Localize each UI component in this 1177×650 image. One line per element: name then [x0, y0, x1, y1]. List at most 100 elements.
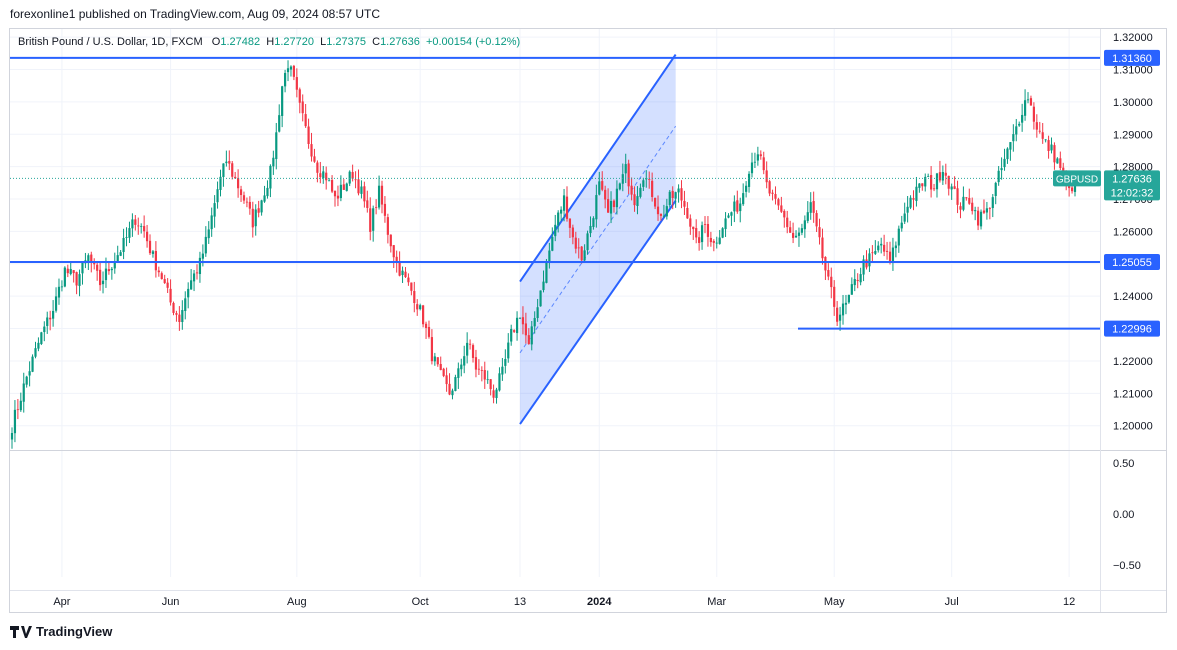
candle-body	[953, 186, 956, 189]
candle-body	[369, 208, 372, 232]
symbol-title: British Pound / U.S. Dollar, 1D, FXCM	[18, 36, 203, 48]
candle-body	[448, 383, 451, 395]
price-tick-label: 1.24000	[1113, 291, 1153, 303]
price-tick-label: 1.21000	[1113, 388, 1153, 400]
channel-lower-line	[519, 200, 677, 425]
low-value: 1.27375	[326, 36, 366, 48]
candle-body	[366, 200, 369, 208]
candle-body	[181, 310, 184, 323]
candle-body	[1038, 130, 1041, 132]
candle-body	[803, 220, 806, 230]
candle-body	[706, 223, 710, 237]
candle-body	[37, 342, 40, 349]
candle-body	[19, 400, 22, 411]
candle-body	[545, 261, 548, 283]
candle-body	[1021, 114, 1024, 123]
tradingview-logo[interactable]: TradingView	[10, 624, 112, 639]
candle-body	[216, 189, 219, 203]
candle-body	[841, 303, 845, 316]
candle-body	[1059, 158, 1062, 168]
candle-body	[730, 212, 733, 216]
candle-body	[877, 245, 880, 251]
candle-body	[530, 326, 533, 345]
candle-body	[424, 323, 428, 328]
candle-body	[971, 202, 974, 212]
candle-body	[659, 213, 663, 216]
candle-body	[609, 200, 613, 214]
candle-body	[380, 185, 384, 205]
candle-body	[336, 195, 340, 199]
candle-body	[627, 163, 630, 187]
candle-body	[310, 144, 313, 157]
candle-body	[507, 342, 510, 359]
candle-body	[806, 212, 809, 221]
candle-body	[527, 335, 530, 345]
candle-body	[542, 281, 545, 291]
candle-body	[1062, 167, 1065, 172]
candle-body	[665, 206, 668, 217]
candle-body	[780, 205, 783, 212]
candle-body	[865, 259, 868, 268]
candle-body	[1044, 139, 1047, 141]
candle-body	[357, 179, 360, 194]
candle-body	[260, 200, 263, 213]
candle-body	[624, 164, 627, 174]
candle-body	[313, 156, 316, 162]
countdown-value: 12:02:32	[1111, 187, 1154, 199]
candle-body	[513, 330, 516, 332]
candle-body	[1009, 142, 1012, 150]
candle-body	[680, 188, 683, 201]
candle-body	[363, 186, 366, 202]
candle-body	[815, 213, 818, 227]
candle-body	[935, 173, 939, 190]
candle-body	[642, 180, 645, 187]
candle-body	[468, 343, 472, 345]
candle-body	[160, 273, 163, 280]
candle-body	[190, 280, 193, 290]
candle-body	[521, 317, 525, 325]
candle-body	[924, 176, 927, 187]
candle-body	[880, 243, 883, 246]
candle-body	[187, 288, 190, 298]
candle-body	[377, 185, 381, 208]
candle-body	[821, 237, 824, 259]
candle-body	[198, 257, 202, 275]
candle-body	[982, 210, 986, 213]
candle-body	[43, 326, 46, 333]
candle-body	[700, 225, 704, 243]
candle-body	[328, 180, 331, 182]
candle-body	[319, 173, 322, 178]
candle-body	[862, 259, 865, 275]
candle-body	[774, 194, 777, 199]
candle-body	[510, 328, 513, 342]
price-tick-label: 1.32000	[1113, 32, 1153, 44]
candle-body	[383, 203, 387, 216]
candle-body	[489, 379, 492, 390]
candle-body	[398, 261, 401, 276]
candle-body	[292, 65, 296, 77]
candle-body	[742, 193, 745, 205]
candle-body	[163, 279, 166, 283]
candle-body	[703, 224, 707, 225]
candle-body	[812, 201, 815, 213]
low-label: L	[320, 36, 327, 48]
candle-body	[172, 302, 175, 313]
candle-body	[859, 274, 862, 283]
candle-body	[128, 228, 131, 238]
candle-body	[151, 251, 155, 254]
candle-body	[847, 294, 850, 303]
time-axis: Apr Jun Aug Oct 13 2024 Mar May Jul 12	[53, 596, 1075, 608]
candle-body	[683, 200, 686, 207]
candle-body	[921, 183, 924, 187]
candles	[10, 60, 1077, 449]
channel-fill	[520, 54, 676, 425]
candle-body	[768, 181, 771, 194]
candle-body	[894, 245, 897, 249]
candle-body	[154, 251, 157, 271]
candle-body	[278, 115, 281, 132]
candle-body	[1041, 132, 1044, 139]
candle-body	[351, 172, 354, 179]
candle-body	[178, 314, 181, 322]
candle-body	[724, 218, 727, 230]
